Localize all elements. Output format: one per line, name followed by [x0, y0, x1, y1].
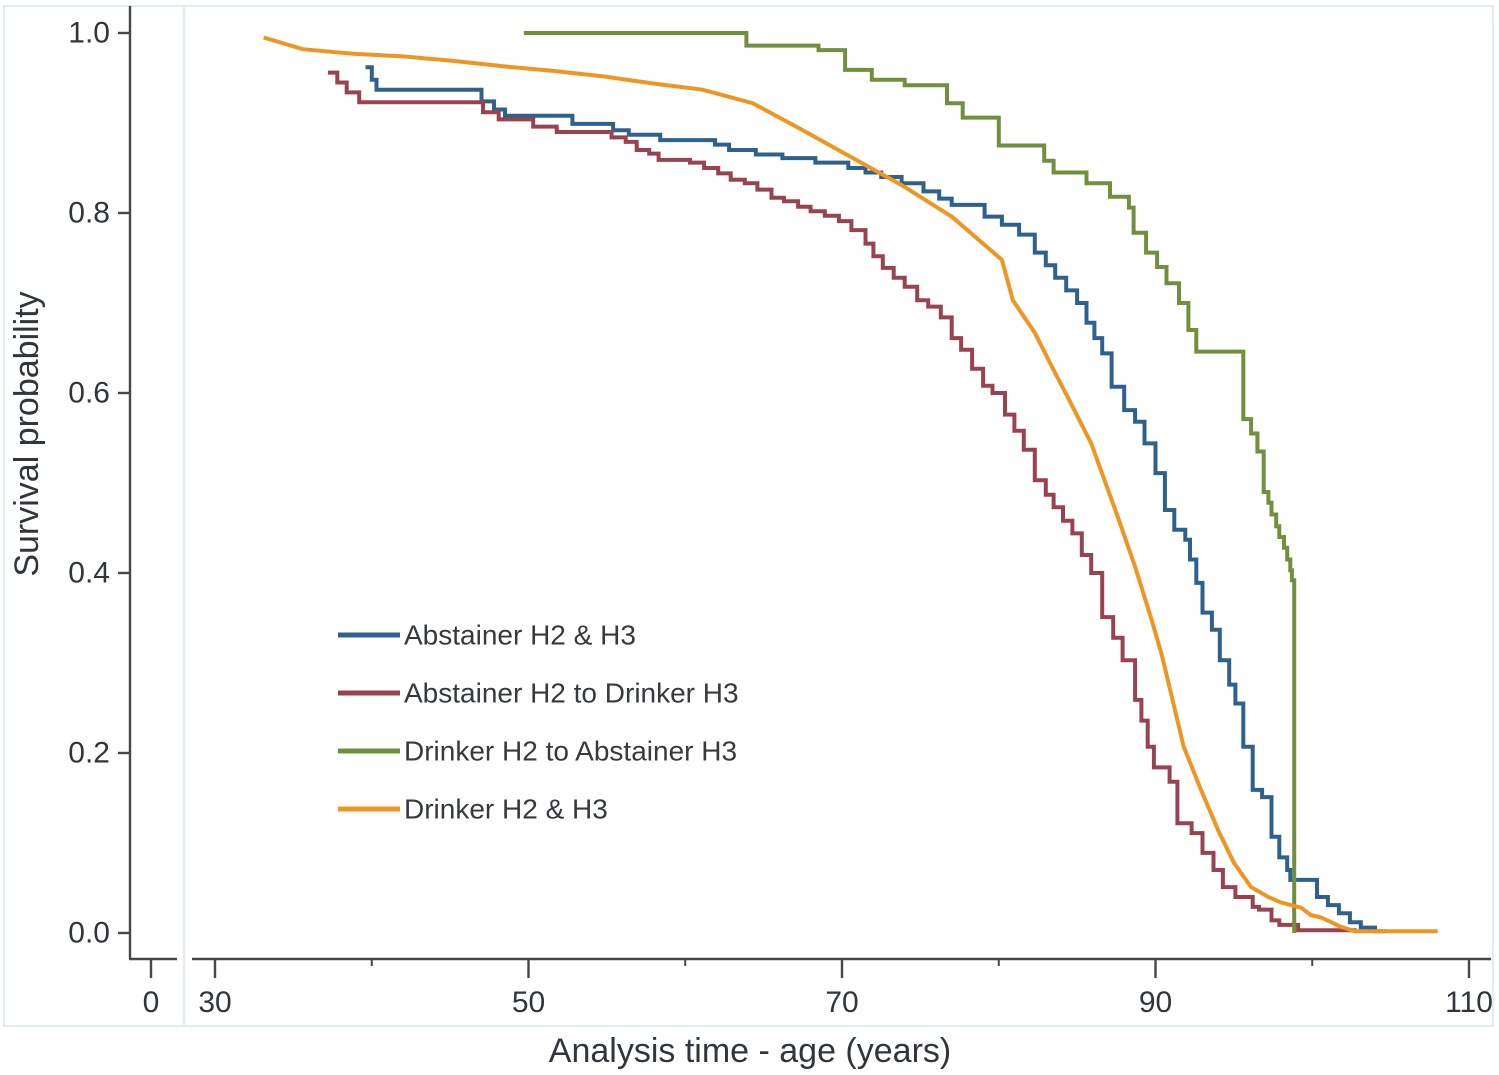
- legend-label-abstainer-h2-to-drinker-h3: Abstainer H2 to Drinker H3: [404, 678, 739, 709]
- y-axis-tick-label: 0.2: [68, 737, 110, 770]
- y-axis-title: Survival probability: [8, 291, 46, 576]
- x-axis-ticks: 30 50 70 90 110: [198, 959, 1493, 1019]
- legend-item-drinker-h2-to-abstainer-h3: Drinker H2 to Abstainer H3: [338, 736, 737, 767]
- curves: [263, 31, 1438, 934]
- curve-abstainer-h2-and-h3: [365, 65, 1387, 934]
- x-axis-zero-tick-label: 0: [143, 986, 160, 1019]
- x-axis-tick-label: 70: [825, 986, 858, 1019]
- legend-label-drinker-h2-and-h3: Drinker H2 & H3: [404, 794, 608, 825]
- x-axis-title: Analysis time - age (years): [549, 1032, 951, 1070]
- legend: Abstainer H2 & H3 Abstainer H2 to Drinke…: [338, 620, 739, 825]
- y-axis-ticks: 0.0 0.2 0.4 0.6 0.8 1.0: [68, 17, 130, 950]
- x-axis-tick-label: 90: [1139, 986, 1172, 1019]
- curve-abstainer-h2-to-drinker-h3: [327, 70, 1357, 933]
- legend-label-abstainer-h2-and-h3: Abstainer H2 & H3: [404, 620, 636, 651]
- x-axis-tick-label: 110: [1445, 986, 1493, 1019]
- x-axis-tick-label: 50: [512, 986, 545, 1019]
- legend-item-abstainer-h2-and-h3: Abstainer H2 & H3: [338, 620, 636, 651]
- x-axis-tick-label: 30: [198, 986, 231, 1019]
- figure-border: [3, 5, 1494, 1027]
- y-axis-tick-label: 0.4: [68, 557, 110, 590]
- curve-drinker-h2-to-abstainer-h3: [523, 31, 1297, 933]
- y-axis-tick-label: 1.0: [68, 17, 110, 50]
- legend-item-abstainer-h2-to-drinker-h3: Abstainer H2 to Drinker H3: [338, 678, 739, 709]
- y-axis-tick-label: 0.0: [68, 917, 110, 950]
- y-axis-tick-label: 0.8: [68, 197, 110, 230]
- y-axis-tick-label: 0.6: [68, 377, 110, 410]
- legend-item-drinker-h2-and-h3: Drinker H2 & H3: [338, 794, 608, 825]
- curve-drinker-h2-and-h3: [263, 35, 1438, 934]
- legend-label-drinker-h2-to-abstainer-h3: Drinker H2 to Abstainer H3: [404, 736, 737, 767]
